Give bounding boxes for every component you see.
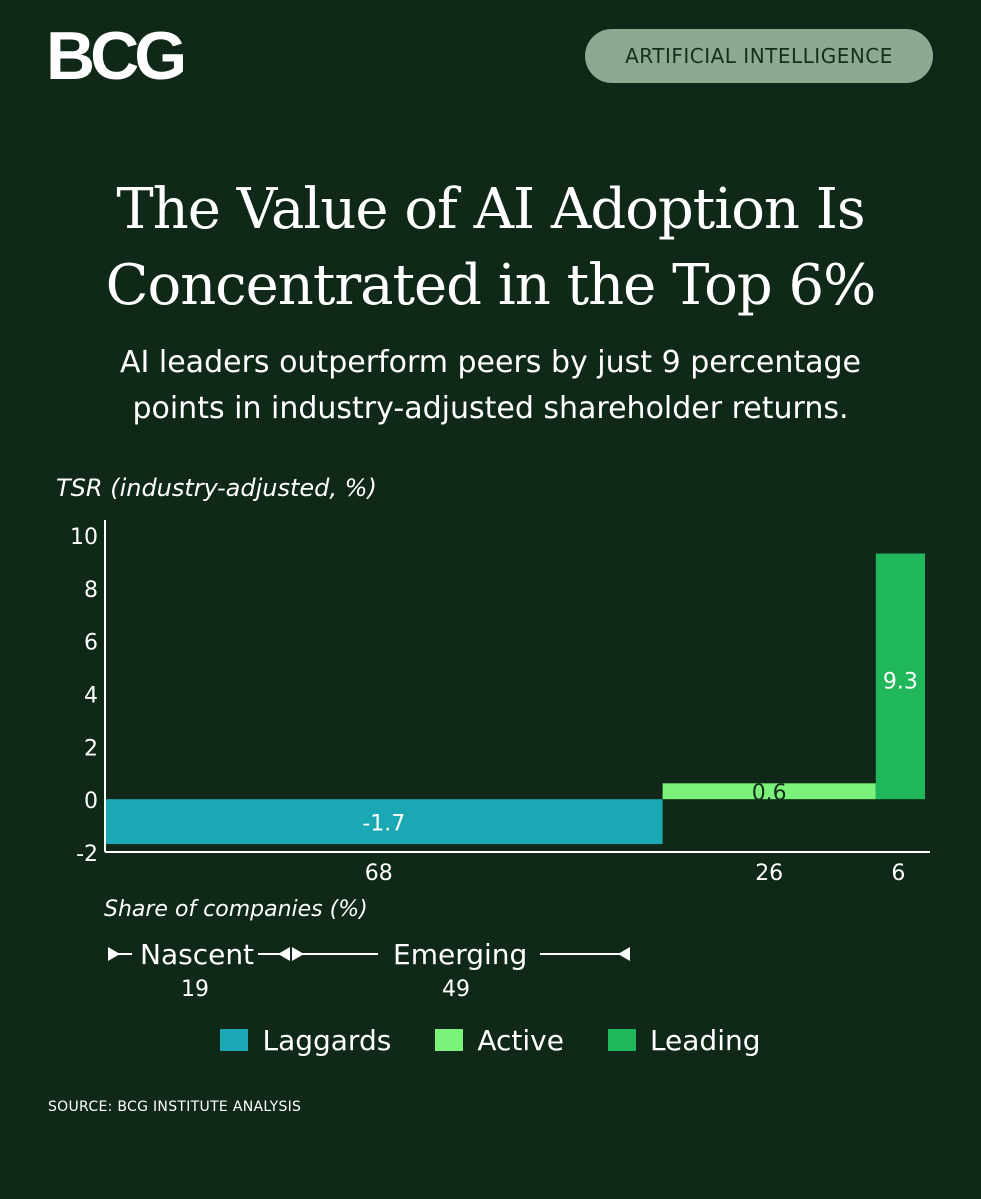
- chart-legend: Laggards Active Leading: [0, 1018, 981, 1062]
- bar-active: [662, 783, 876, 800]
- y-tick-label: 0: [84, 789, 98, 814]
- legend-label-laggards: Laggards: [262, 1023, 392, 1057]
- nascent-arrow-right: [278, 947, 290, 961]
- legend-swatch-leading: [607, 1029, 636, 1051]
- subtitle-line-1: AI leaders outperform peers by just 9 pe…: [119, 345, 861, 380]
- legend-label-leading: Leading: [649, 1023, 761, 1057]
- y-tick-label: 10: [70, 525, 98, 550]
- nascent-label: Nascent: [140, 938, 254, 971]
- share-label-laggards: 68: [365, 861, 393, 886]
- nascent-value: 19: [181, 977, 209, 1002]
- emerging-label: Emerging: [393, 938, 527, 971]
- y-tick-label: 8: [84, 578, 98, 603]
- bar-value-label-active: 0.6: [752, 781, 787, 806]
- bar-leading: [875, 553, 925, 800]
- bcg-logo: BCG: [46, 18, 187, 94]
- y-tick-label: 2: [84, 736, 98, 761]
- maturity-brackets: Nascent Emerging 19 49: [108, 938, 630, 1002]
- emerging-arrow-right: [618, 947, 630, 961]
- share-label-active: 26: [755, 861, 783, 886]
- bar-value-label-leading: 9.3: [883, 669, 918, 694]
- bar-value-label-laggards: -1.7: [362, 812, 405, 837]
- bar-laggards: [105, 799, 663, 845]
- y-axis-title: TSR (industry-adjusted, %): [56, 474, 377, 502]
- category-tag: ARTIFICIAL INTELLIGENCE: [585, 29, 933, 83]
- title-line-2: Concentrated in the Top 6%: [105, 253, 877, 318]
- bars: -1.7 0.6 9.3: [105, 553, 925, 845]
- subtitle-line-2: points in industry-adjusted shareholder …: [132, 391, 849, 426]
- legend-item-laggards: Laggards: [220, 1024, 391, 1057]
- legend-label-active: Active: [477, 1023, 564, 1057]
- x-axis-share-labels: 68 26 6: [365, 861, 906, 886]
- y-tick-label: 6: [84, 631, 98, 656]
- page-title: The Value of AI Adoption Is Concentrated…: [0, 172, 981, 324]
- tsr-chart: TSR (industry-adjusted, %) 10 8 6 4 2 0 -2 -1.…: [56, 474, 930, 1002]
- title-line-1: The Value of AI Adoption Is: [116, 177, 865, 242]
- source-note: SOURCE: BCG INSTITUTE ANALYSIS: [48, 1099, 302, 1115]
- y-tick-label: 4: [84, 684, 98, 709]
- y-tick-label: -2: [76, 842, 98, 867]
- legend-item-active: Active: [435, 1024, 564, 1057]
- y-axis-ticks: 10 8 6 4 2 0 -2: [70, 525, 98, 867]
- legend-item-leading: Leading: [607, 1023, 761, 1057]
- legend-swatch-active: [435, 1029, 464, 1051]
- emerging-value: 49: [442, 977, 470, 1002]
- subtitle: AI leaders outperform peers by just 9 pe…: [40, 340, 941, 432]
- share-label-leading: 6: [891, 861, 905, 886]
- legend-swatch-laggards: [220, 1029, 249, 1051]
- x-axis-title: Share of companies (%): [104, 897, 368, 922]
